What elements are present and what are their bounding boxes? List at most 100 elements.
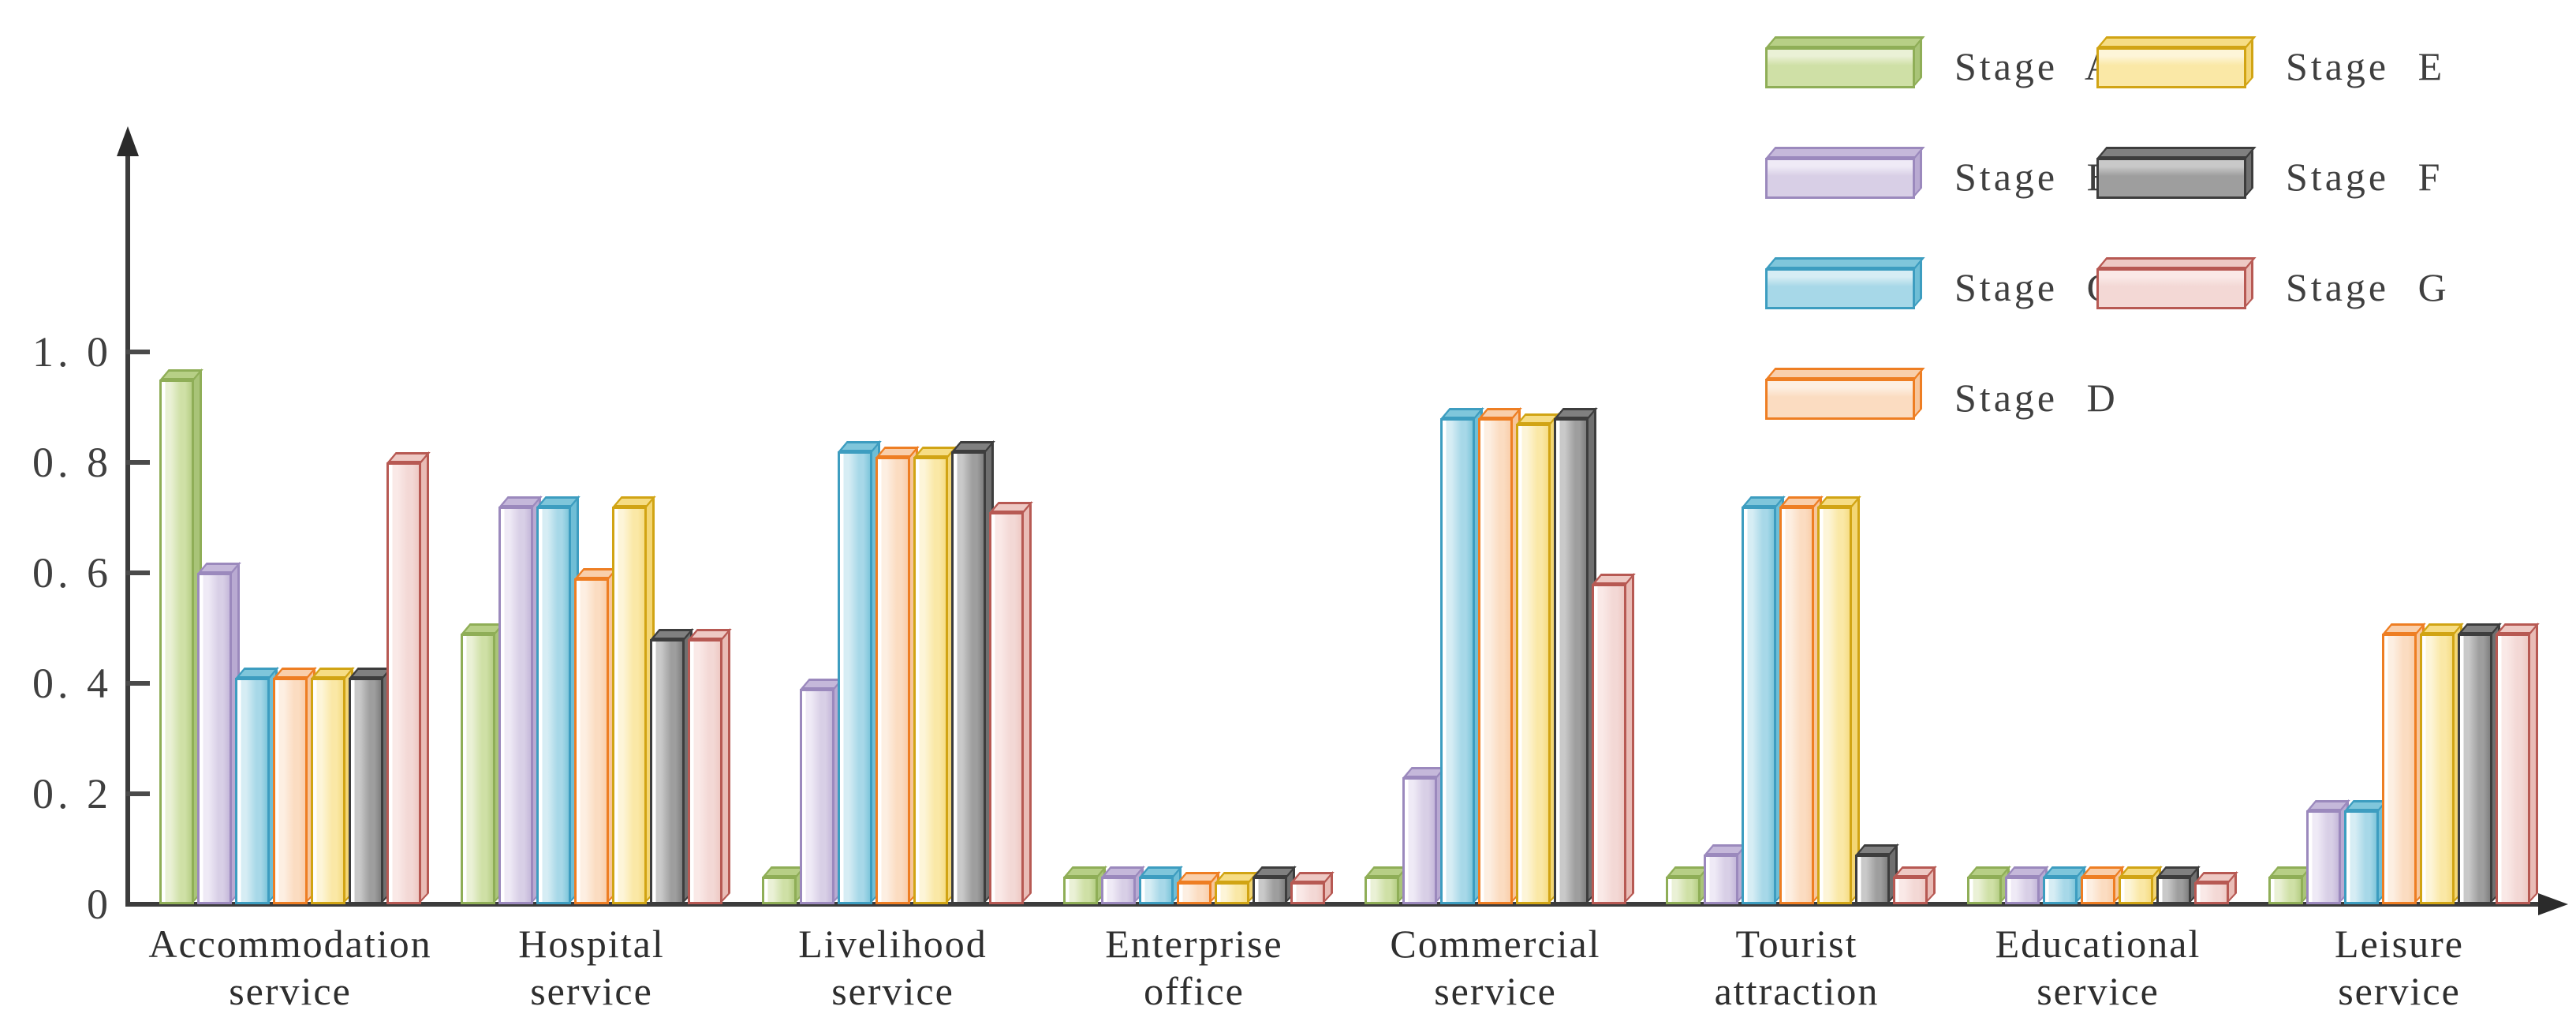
- bar-front-face: [650, 639, 685, 904]
- bar-front-face: [2194, 882, 2229, 904]
- legend-label: Stage F: [2286, 155, 2443, 199]
- y-axis-arrow-icon: [117, 126, 139, 156]
- x-category-label: Leisure service: [2221, 920, 2576, 1010]
- bar-front-face: [688, 639, 722, 904]
- y-tick-mark: [126, 460, 150, 465]
- x-category-label: Educational service: [1920, 920, 2276, 1010]
- bar-stage-b: [2005, 866, 2049, 904]
- bar-front-face: [1215, 882, 1249, 904]
- legend-label: Stage A: [1954, 44, 2116, 88]
- legend-swatch-front-face: [2096, 47, 2246, 88]
- bar-stage-c: [1742, 496, 1786, 904]
- y-tick-label: 0: [87, 881, 112, 928]
- bar-stage-c: [838, 440, 882, 904]
- bar-stage-d: [1478, 407, 1522, 904]
- bar-stage-g: [989, 501, 1033, 904]
- y-axis-line: [125, 146, 130, 904]
- bar-front-face: [1101, 877, 1136, 904]
- legend-swatch-icon: [1765, 145, 1931, 210]
- x-category-label-line: Commercial: [1390, 922, 1601, 966]
- bar-stage-f: [2458, 623, 2502, 904]
- bar-front-face: [197, 573, 232, 904]
- legend-swatch-top-face: [1765, 147, 1925, 159]
- bar-front-face: [1139, 877, 1174, 904]
- legend-swatch-front-face: [2096, 268, 2246, 309]
- bar-stage-a: [762, 866, 806, 904]
- y-tick-label: 1. 0: [32, 328, 112, 376]
- bar-stage-d: [1779, 496, 1824, 904]
- bar-front-face: [2119, 877, 2153, 904]
- x-category-label-line: service: [1434, 969, 1557, 1010]
- bar-stage-g: [1592, 573, 1636, 904]
- bar-front-face: [800, 689, 834, 904]
- bar-front-face: [1440, 418, 1475, 904]
- bar-front-face: [838, 451, 872, 904]
- y-tick-mark: [126, 570, 150, 575]
- bar-front-face: [1253, 877, 1287, 904]
- x-category-label-line: Educational: [1995, 922, 2201, 966]
- bar-front-face: [386, 462, 421, 904]
- x-category-label-line: Hospital: [518, 922, 665, 966]
- legend-label: Stage G: [2286, 265, 2450, 309]
- legend-swatch-icon: [1765, 35, 1931, 99]
- bar-stage-a: [1967, 866, 2011, 904]
- legend-swatch-front-face: [1765, 379, 1915, 420]
- x-category-label-line: Tourist: [1735, 922, 1858, 966]
- legend-swatch-top-face: [2096, 147, 2257, 159]
- bar-stage-b: [800, 678, 844, 904]
- bar-stage-c: [235, 667, 279, 904]
- x-category-label: Commercial service: [1317, 920, 1674, 1010]
- bar-stage-a: [2268, 866, 2313, 904]
- bar-front-face: [1817, 507, 1852, 904]
- x-category-label-line: office: [1144, 969, 1245, 1010]
- x-category-label: Hospital service: [413, 920, 770, 1010]
- y-tick-mark: [126, 681, 150, 686]
- bar-front-face: [1893, 877, 1928, 904]
- bar-stage-c: [1440, 407, 1484, 904]
- bar-front-face: [498, 507, 533, 904]
- bar-stage-e: [311, 667, 355, 904]
- bar-front-face: [2005, 877, 2040, 904]
- legend-swatch-top-face: [2096, 36, 2257, 48]
- bar-stage-f: [1554, 407, 1598, 904]
- legend-swatch-icon: [1765, 366, 1931, 431]
- bar-front-face: [1516, 424, 1551, 904]
- bar-front-face: [1779, 507, 1814, 904]
- y-tick-label: 0. 2: [32, 770, 112, 817]
- bar-stage-e: [2420, 623, 2464, 904]
- x-axis-line: [125, 902, 2541, 907]
- legend-swatch-icon: [2096, 35, 2262, 99]
- bar-stage-e: [1516, 413, 1560, 904]
- x-category-label: Livelihood service: [715, 920, 1071, 1010]
- bar-front-face: [2420, 634, 2455, 904]
- bar-front-face: [2156, 877, 2191, 904]
- legend-swatch-top-face: [1765, 368, 1925, 380]
- legend-label: Stage C: [1954, 265, 2116, 309]
- bar-stage-f: [951, 440, 995, 904]
- legend-swatch-icon: [1765, 256, 1931, 320]
- bar-front-face: [2043, 877, 2078, 904]
- bar-stage-f: [650, 628, 694, 904]
- bar-stage-f: [1855, 844, 1899, 904]
- bar-stage-e: [612, 496, 656, 904]
- legend-swatch-top-face: [1765, 36, 1925, 48]
- bar-front-face: [1063, 877, 1098, 904]
- bar-front-face: [989, 512, 1024, 904]
- bar-stage-e: [1817, 496, 1861, 904]
- legend-label: Stage B: [1954, 155, 2116, 199]
- bar-stage-f: [349, 667, 393, 904]
- x-category-label-line: service: [2037, 969, 2160, 1010]
- bar-stage-b: [1704, 844, 1748, 904]
- y-tick-label: 0. 8: [32, 439, 112, 486]
- x-category-label-line: service: [2338, 969, 2461, 1010]
- bar-front-face: [951, 451, 986, 904]
- bar-front-face: [574, 578, 609, 904]
- bar-stage-c: [536, 496, 581, 904]
- bar-front-face: [1554, 418, 1589, 904]
- bar-stage-d: [875, 446, 920, 904]
- bar-stage-g: [1290, 871, 1335, 904]
- x-category-label-line: Accommodation: [148, 922, 432, 966]
- bar-stage-b: [2306, 799, 2350, 904]
- y-tick-label: 0. 6: [32, 549, 112, 597]
- bar-stage-g: [2194, 871, 2238, 904]
